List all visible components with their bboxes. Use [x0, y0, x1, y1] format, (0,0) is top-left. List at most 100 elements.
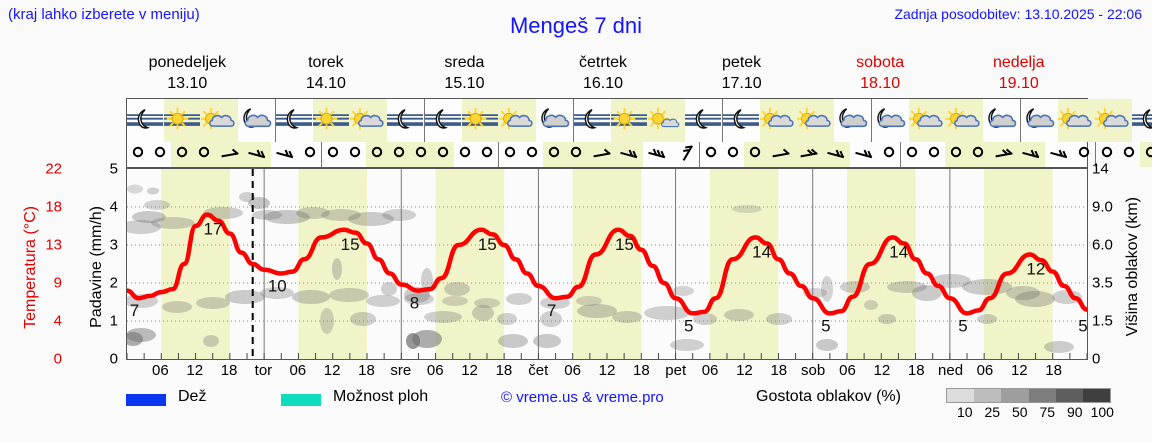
day-header-sreda: sreda 15.10 [395, 52, 534, 96]
day-date: 18.10 [860, 75, 901, 92]
svg-text:8: 8 [410, 294, 419, 313]
wind-barb-cell [1095, 142, 1140, 167]
wind-barb-cell [1140, 142, 1152, 167]
x-tick-label: 18 [907, 362, 925, 379]
wind-barb-icon [325, 144, 341, 165]
wind-barb-icon [369, 144, 385, 165]
weather-icon-sun [611, 99, 648, 142]
axis-tick-label: 4 [53, 312, 62, 330]
wind-barb-icon [130, 144, 146, 165]
svg-text:10: 10 [268, 277, 287, 296]
x-tick-label: 18 [358, 362, 375, 379]
axis-tick-label: 13 [45, 236, 62, 254]
wind-barb-icon [1048, 141, 1070, 168]
wind-barb-icon [769, 141, 791, 168]
svg-text:15: 15 [341, 235, 360, 254]
wind-barb-icon [246, 141, 268, 168]
x-tick-label: čet [528, 362, 549, 379]
x-tick-label: 06 [152, 362, 169, 379]
axis-tick-label: 1 [109, 312, 118, 330]
temperature-tick-labels: 22 18 13 9 4 0 [22, 161, 62, 368]
wind-barb-cell [945, 142, 989, 167]
weather-icon-moon [573, 99, 611, 142]
wind-barb-icon [568, 144, 584, 165]
weather-icon-moon-cloud [1020, 99, 1058, 142]
day-date: 17.10 [721, 75, 762, 92]
wind-barb-icon [797, 141, 819, 168]
weather-icon-sun-cloud [201, 99, 238, 142]
weather-icon-sun-cloud [946, 99, 983, 142]
wind-barb-icon [435, 144, 451, 165]
last-update-text: Zadnja posodobitev: 13.10.2025 - 22:06 [894, 6, 1142, 22]
weather-icon-sun-cloud [499, 99, 536, 142]
cloud-density-step [1028, 389, 1056, 402]
cloud-height-axis-label: Višina oblakov (km) [1124, 197, 1141, 337]
weather-icon-sun-cloud [350, 99, 387, 142]
weather-icon-moon [127, 99, 164, 142]
weather-icon-moon [387, 99, 424, 142]
copyright-link[interactable]: © vreme.us & vreme.pro [501, 389, 664, 406]
svg-text:5: 5 [1078, 316, 1087, 335]
day-header-ponedeljek: ponedeljek 13.10 [118, 52, 257, 96]
x-tick-label: 12 [461, 362, 478, 379]
wind-barb-cell [543, 142, 587, 167]
wind-barb-icon [347, 144, 363, 165]
weather-icon-moon-cloud [834, 99, 871, 142]
wind-barb-icon [502, 144, 518, 165]
wind-barb-icon [853, 141, 875, 168]
x-tick-label: 06 [426, 362, 444, 379]
weather-icon-sun-cloud [760, 99, 797, 142]
wind-barb-cell [699, 142, 744, 167]
x-tick-label: 06 [289, 362, 307, 379]
day-date: 19.10 [998, 75, 1039, 92]
axis-tick-label: 9.0 [1092, 198, 1113, 216]
wind-barb-icon [992, 141, 1014, 168]
wind-barb-icon [590, 141, 612, 168]
wind-barb-cell [454, 142, 498, 167]
cloud-density-gradient [946, 388, 1111, 403]
day-date: 14.10 [305, 75, 346, 92]
weather-icon-sun [313, 99, 350, 142]
axis-tick-label: 5 [109, 160, 118, 178]
svg-text:5: 5 [684, 316, 693, 335]
cloud-density-tick: 50 [1011, 404, 1028, 420]
svg-text:14: 14 [752, 242, 771, 261]
wind-barb-icon [457, 144, 473, 165]
weather-icon-moon [722, 99, 760, 142]
axis-tick-label: 0 [1092, 350, 1101, 368]
weather-icon-strip [126, 98, 1152, 142]
wind-barb-icon [747, 144, 763, 165]
weather-icon-sun-small-cloud [648, 99, 685, 142]
axis-tick-label: 6.0 [1092, 236, 1113, 254]
cloud-density-step [947, 389, 975, 402]
wind-barb-icon [1099, 144, 1115, 165]
svg-text:15: 15 [615, 235, 634, 254]
wind-barb-cell [321, 142, 366, 167]
cloud-density-tick: 100 [1090, 404, 1114, 420]
cloud-height-tick-labels: 14 9.0 6.0 3.5 1.5 0 [1092, 161, 1124, 368]
weather-icon-moon-cloud [536, 99, 573, 142]
wind-barb-icon [152, 144, 168, 165]
axis-tick-label: 0 [109, 350, 118, 368]
weather-icon-sun [164, 99, 201, 142]
svg-text:5: 5 [821, 316, 830, 335]
x-tick-label: tor [254, 362, 273, 379]
wind-barb-icon [825, 141, 847, 168]
wind-barb-icon [703, 144, 719, 165]
weather-icon-sun [462, 99, 499, 142]
cloud-density-step [1082, 389, 1111, 402]
menu-hint-text: (kraj lahko izberete v meniju) [8, 6, 200, 23]
x-tick-label: pet [665, 362, 687, 379]
wind-barb-icon [725, 144, 741, 165]
wind-barb-cell [366, 142, 410, 167]
weather-icon-moon-cloud [983, 99, 1020, 142]
wind-barb-icon [174, 144, 190, 165]
weather-icon-sun-cloud [1058, 99, 1095, 142]
wind-barb-icon [391, 144, 407, 165]
day-header-nedelja: nedelja 19.10 [949, 52, 1088, 96]
wind-barb-cell [643, 142, 699, 167]
x-tick-label: sre [390, 362, 412, 379]
cloud-density-legend-label: Gostota oblakov (%) [756, 388, 901, 405]
weather-icon-moon [1132, 99, 1152, 142]
axis-tick-label: 3.5 [1092, 274, 1113, 292]
